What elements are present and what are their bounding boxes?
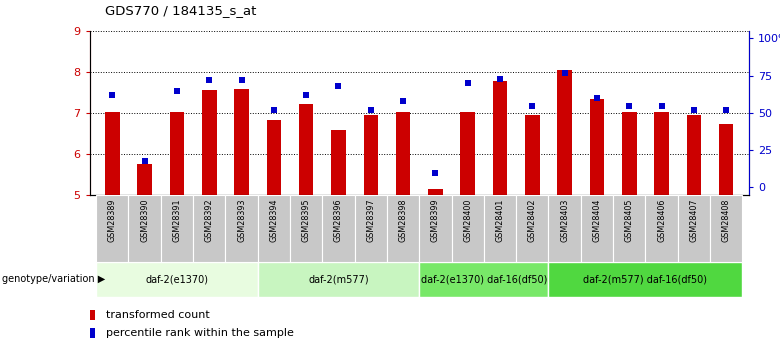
Text: GSM28406: GSM28406 <box>657 198 666 241</box>
Text: GSM28398: GSM28398 <box>399 198 408 242</box>
Text: GDS770 / 184135_s_at: GDS770 / 184135_s_at <box>105 4 257 17</box>
Text: GSM28396: GSM28396 <box>334 198 343 242</box>
Point <box>268 107 280 113</box>
Bar <box>420 262 548 297</box>
Text: GSM28408: GSM28408 <box>722 198 731 241</box>
Bar <box>137 164 152 195</box>
Text: GSM28395: GSM28395 <box>302 198 310 242</box>
Text: GSM28394: GSM28394 <box>269 198 278 242</box>
Text: transformed count: transformed count <box>106 310 210 319</box>
Bar <box>395 112 410 195</box>
Bar <box>257 262 420 297</box>
Bar <box>355 195 387 262</box>
Bar <box>719 125 733 195</box>
Text: GSM28393: GSM28393 <box>237 198 246 242</box>
Text: GSM28405: GSM28405 <box>625 198 634 242</box>
Text: GSM28399: GSM28399 <box>431 198 440 242</box>
Point <box>138 158 151 164</box>
Point <box>413 73 426 79</box>
Bar <box>193 195 225 262</box>
Point <box>590 95 603 101</box>
Bar <box>493 81 507 195</box>
Text: GSM28400: GSM28400 <box>463 198 472 241</box>
Bar <box>267 120 281 195</box>
Point <box>429 170 441 175</box>
Point <box>332 83 345 89</box>
Bar <box>420 195 452 262</box>
Bar <box>428 189 443 195</box>
Bar <box>581 195 613 262</box>
Point <box>300 92 313 98</box>
Point <box>462 80 474 86</box>
Bar <box>290 195 322 262</box>
Point <box>720 107 732 113</box>
Point <box>106 92 119 98</box>
Text: GSM28407: GSM28407 <box>690 198 698 242</box>
Bar <box>710 195 743 262</box>
Bar <box>129 195 161 262</box>
Bar <box>525 115 540 195</box>
Point <box>558 70 571 76</box>
Point <box>655 103 668 108</box>
Bar <box>548 262 743 297</box>
Bar <box>332 130 346 195</box>
Text: genotype/variation ▶: genotype/variation ▶ <box>2 275 105 284</box>
Bar <box>484 195 516 262</box>
Point <box>364 107 377 113</box>
Text: GSM28392: GSM28392 <box>204 198 214 242</box>
Point <box>413 243 426 248</box>
Point <box>236 78 248 83</box>
Bar <box>170 112 184 195</box>
Bar <box>558 70 572 195</box>
Bar <box>678 195 710 262</box>
Bar <box>234 89 249 195</box>
Bar <box>452 195 484 262</box>
Bar <box>363 115 378 195</box>
Bar <box>161 195 193 262</box>
Bar <box>460 112 475 195</box>
Text: GSM28401: GSM28401 <box>495 198 505 241</box>
Text: daf-2(e1370): daf-2(e1370) <box>145 275 208 284</box>
Text: percentile rank within the sample: percentile rank within the sample <box>106 328 294 338</box>
Point <box>526 103 538 108</box>
Bar <box>322 195 355 262</box>
Text: daf-2(e1370) daf-16(df50): daf-2(e1370) daf-16(df50) <box>420 275 547 284</box>
Bar <box>387 195 420 262</box>
Bar <box>96 262 257 297</box>
Text: GSM28390: GSM28390 <box>140 198 149 242</box>
Text: GSM28389: GSM28389 <box>108 198 117 242</box>
Text: daf-2(m577): daf-2(m577) <box>308 275 369 284</box>
Point <box>688 107 700 113</box>
Text: GSM28403: GSM28403 <box>560 198 569 241</box>
Bar <box>202 90 217 195</box>
Point <box>171 88 183 93</box>
Text: GSM28391: GSM28391 <box>172 198 182 242</box>
Bar <box>299 104 314 195</box>
Bar <box>590 99 604 195</box>
Point <box>494 76 506 81</box>
Bar <box>548 195 581 262</box>
Point <box>397 98 410 104</box>
Bar <box>225 195 257 262</box>
Point <box>623 103 636 108</box>
Bar <box>257 195 290 262</box>
Bar <box>645 195 678 262</box>
Text: GSM28397: GSM28397 <box>367 198 375 242</box>
Bar <box>516 195 548 262</box>
Text: GSM28404: GSM28404 <box>593 198 601 241</box>
Text: daf-2(m577) daf-16(df50): daf-2(m577) daf-16(df50) <box>583 275 707 284</box>
Point <box>203 78 215 83</box>
Bar <box>622 112 636 195</box>
Bar <box>96 195 129 262</box>
Bar <box>613 195 645 262</box>
Text: GSM28402: GSM28402 <box>528 198 537 242</box>
Bar <box>654 112 668 195</box>
Bar <box>105 112 119 195</box>
Bar <box>686 115 701 195</box>
